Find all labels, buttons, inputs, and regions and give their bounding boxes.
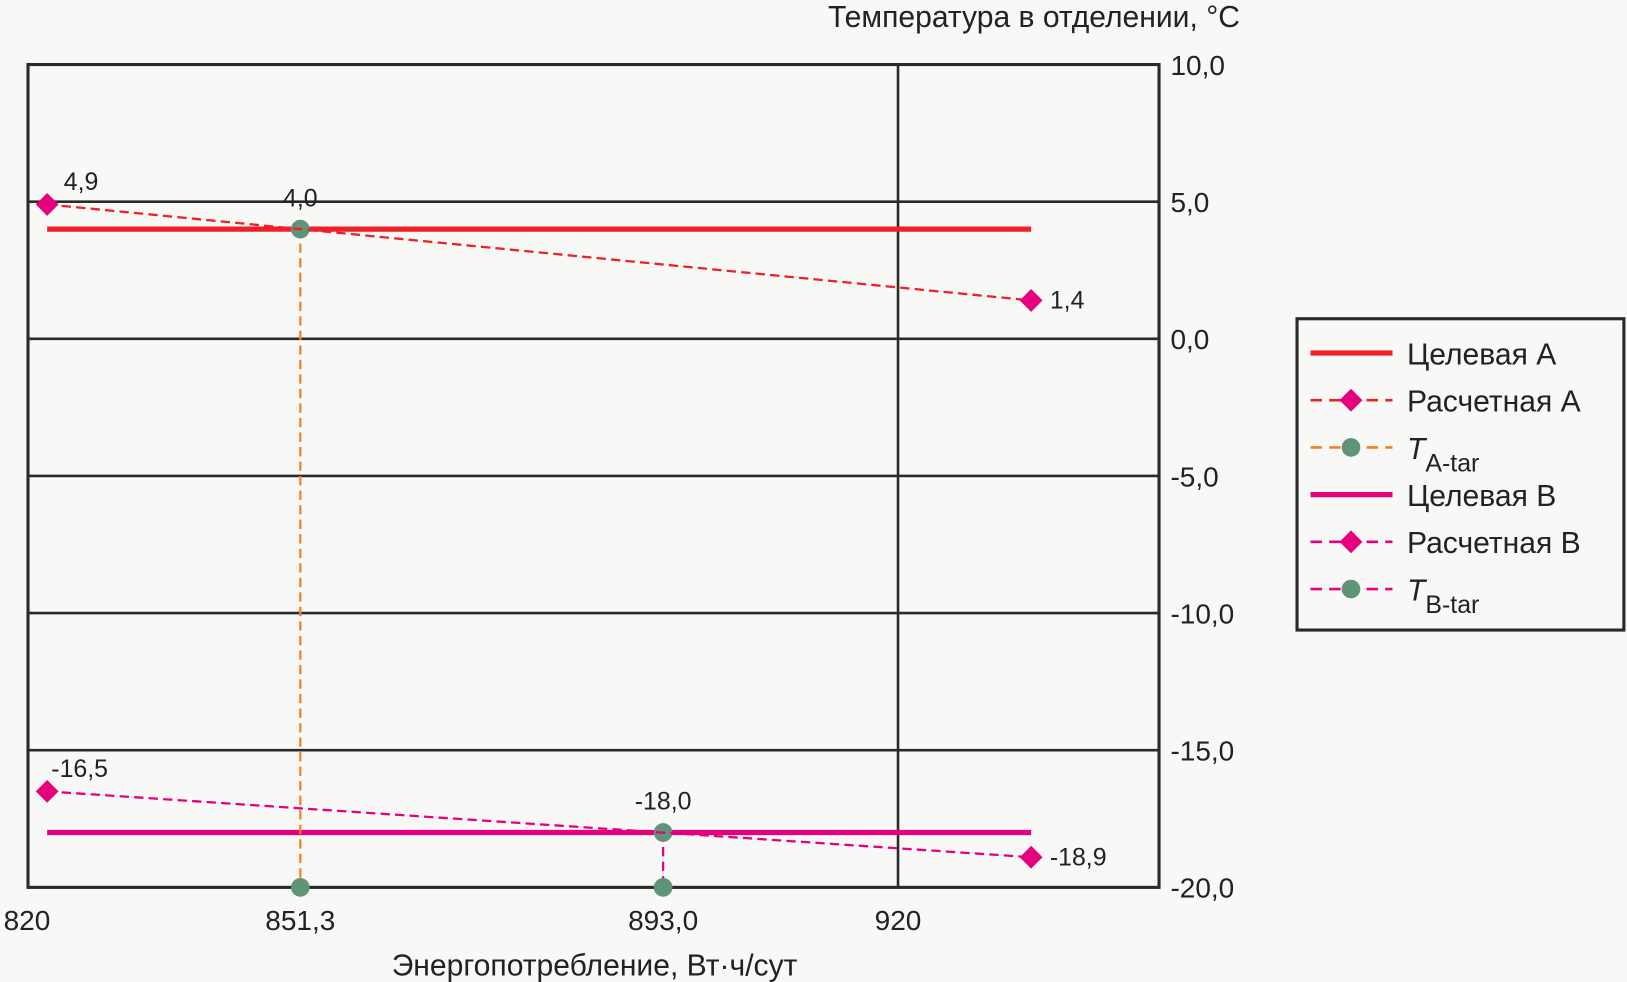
legend-label-main: T [1407,433,1428,466]
x-tick-label: 820 [4,905,51,936]
y-tick-label: -5,0 [1170,461,1218,492]
legend-item: Целевая В [1310,480,1556,513]
legend-item: Целевая А [1310,338,1556,371]
x-tick-label: 920 [875,905,922,936]
legend-diamond-marker [1339,388,1363,412]
series-расчетная-а-diamond-marker [1019,289,1043,312]
series-расчетная-а: 4,9 1,4 [35,168,1085,315]
legend-diamond-marker [1339,530,1363,554]
tick-labels: 10,0 5,0 0,0 -5,0 -10,0 -15,0 -20,0 820 851,3 893… [4,50,1235,936]
series-tb-tar: -18,0 [635,788,692,897]
legend-circle-marker [1341,438,1361,457]
legend-label-main: T [1407,574,1428,607]
y-axis-label: Температура в отделении, °C [828,1,1240,34]
series-расчетная-в-diamond-marker [35,779,59,803]
x-tick-label: 893,0 [628,905,698,936]
series-расчетная-в-diamond-marker [1019,845,1043,869]
legend-label: TB-tar [1407,574,1479,618]
legend-item: Расчетная В [1310,527,1581,560]
legend-circle-marker [1341,579,1361,599]
legend-item: TA-tar [1310,433,1479,477]
series-расчетная-а-line [47,203,1032,302]
legend-label: Целевая В [1407,480,1556,513]
legend-label-subscript: A-tar [1425,449,1479,477]
y-tick-label: 10,0 [1170,50,1225,81]
series-ta-tar: 4,0 [283,184,318,897]
legend-item: Расчетная А [1310,386,1581,419]
y-tick-label: 0,0 [1170,324,1209,355]
data-label: -18,9 [1050,844,1107,872]
data-label: 4,0 [283,184,318,212]
y-tick-label: -10,0 [1170,598,1234,629]
x-tick-label: 851,3 [265,905,335,936]
series-расчетная-в-line [47,790,1032,859]
legend-label: Целевая А [1407,338,1556,371]
x-axis-label: Энергопотребление, Вт·ч/сут [392,950,798,982]
data-label: -16,5 [51,755,108,783]
legend-label: Расчетная А [1407,386,1581,419]
legend-label: TA-tar [1407,433,1479,477]
legend-box [1295,317,1626,632]
grid [26,62,1161,889]
legend-item: TB-tar [1310,574,1479,619]
series-layer: 4,0 -18,0 4,9 1,4 -16,5 -18,9 [35,168,1107,897]
legend-label-subscript: B-tar [1425,591,1479,619]
series-tb-tar-circle-marker [653,878,673,897]
y-tick-label: -15,0 [1170,736,1234,767]
series-расчетная-в: -16,5 -18,9 [35,755,1107,872]
series-ta-tar-circle-marker [290,878,310,897]
data-label: 4,9 [64,168,99,196]
data-label: -18,0 [635,788,692,816]
y-tick-label: 5,0 [1170,187,1209,218]
legend-label: Расчетная В [1407,527,1581,560]
data-label: 1,4 [1050,287,1085,315]
y-tick-label: -20,0 [1170,873,1234,904]
series-расчетная-а-diamond-marker [35,193,59,216]
